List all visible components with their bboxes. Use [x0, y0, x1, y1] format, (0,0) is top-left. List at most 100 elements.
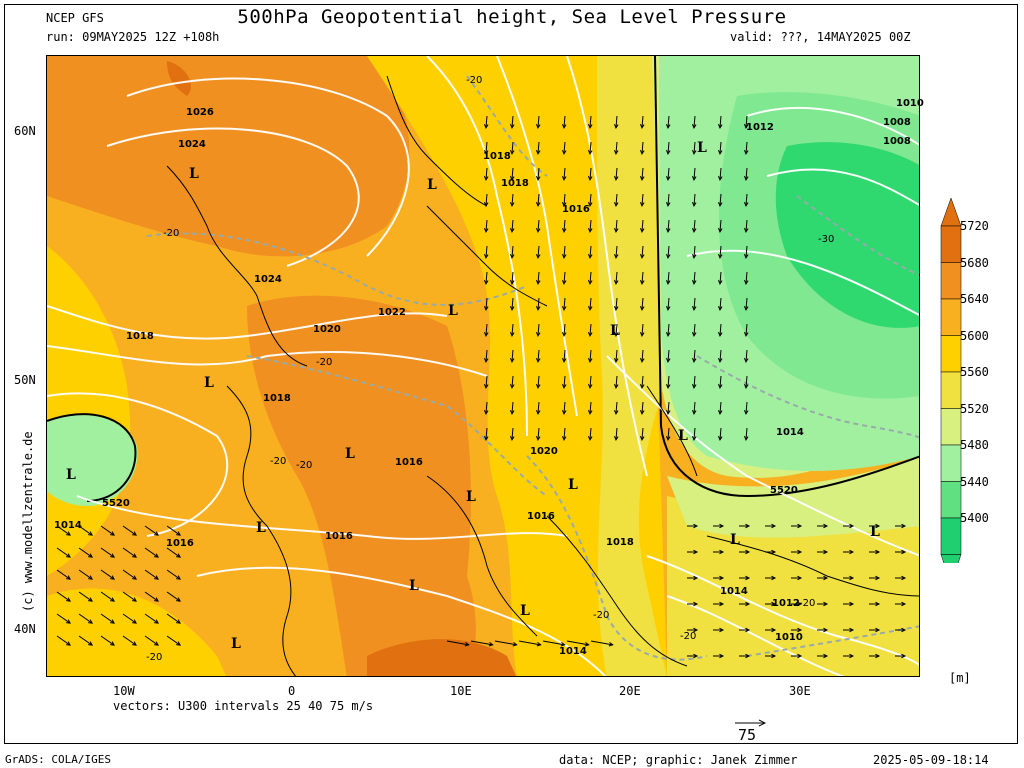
wind-vector [511, 115, 514, 128]
wind-vector [485, 323, 488, 336]
colorbar-swatch [940, 444, 962, 482]
wind-vector [166, 591, 181, 602]
wind-vector [511, 219, 514, 232]
wind-vector-head [693, 653, 699, 659]
wind-vector-head [587, 332, 593, 338]
contour-label: 5520 [102, 498, 130, 509]
wind-vector [511, 297, 514, 310]
wind-vector-head [743, 228, 749, 234]
wind-vector [537, 245, 540, 258]
wind-vector-head [132, 641, 138, 646]
isobar-label: 1012 [772, 598, 800, 609]
wind-vector-head [771, 653, 777, 659]
wind-vector-head [743, 176, 749, 182]
wind-vector-head [483, 332, 489, 338]
wind-vector-head [691, 150, 697, 156]
wind-vector-head [665, 332, 671, 338]
wind-vector-head [587, 176, 593, 182]
low-pressure-marker: L [568, 477, 578, 493]
wind-vector-head [535, 150, 541, 156]
wind-vector [719, 193, 722, 206]
wind-vector-head [488, 642, 494, 647]
wind-vector-head [665, 228, 671, 234]
wind-vector [537, 115, 540, 128]
wind-vector-head [717, 410, 723, 416]
isobar-label: 1008 [883, 136, 911, 147]
low-pressure-marker: L [610, 323, 620, 339]
colorbar-swatch [940, 408, 962, 446]
wind-vector [745, 349, 748, 362]
wind-vector-head [509, 384, 515, 390]
wind-vector [122, 613, 137, 624]
wind-vector-head [771, 575, 777, 581]
wind-vector-head [849, 601, 855, 607]
low-pressure-marker: L [345, 446, 355, 462]
wind-vector-head [639, 228, 645, 234]
wind-vector-head [66, 553, 72, 558]
wind-vector [511, 401, 514, 414]
wind-vector-head [535, 254, 541, 260]
wind-vector [485, 349, 488, 362]
wind-vector-head [901, 627, 907, 633]
isobar-label: 1018 [501, 178, 529, 189]
wind-vector-head [691, 358, 697, 364]
wind-vector [56, 525, 71, 536]
wind-vector-head [901, 601, 907, 607]
wind-vector [589, 375, 592, 388]
wind-vector-head [639, 280, 645, 286]
wind-vector [745, 193, 748, 206]
wind-vector [485, 115, 488, 128]
wind-vector-head [483, 150, 489, 156]
isobar-label: 1018 [263, 393, 291, 404]
wind-vector [122, 547, 137, 558]
wind-vector [144, 525, 159, 536]
wind-vector-head [717, 124, 723, 130]
wind-vector [667, 297, 670, 310]
temperature-label: -20 [146, 652, 163, 663]
wind-vector-head [483, 124, 489, 130]
wind-vector-head [745, 549, 751, 555]
wind-vector-head [717, 150, 723, 156]
wind-vector-head [639, 124, 645, 130]
colorbar-cap-bottom [940, 554, 962, 563]
wind-vector-head [613, 176, 619, 182]
wind-vector-head [509, 228, 515, 234]
wind-vector [485, 427, 488, 440]
wind-vector [56, 635, 71, 646]
wind-vector-head [154, 575, 160, 580]
isobar-label: 1016 [562, 204, 590, 215]
wind-vector [511, 349, 514, 362]
wind-vector-head [823, 575, 829, 581]
low-pressure-marker: L [520, 603, 530, 619]
wind-vector [641, 141, 644, 154]
wind-vector-head [587, 150, 593, 156]
isobar-label: 1010 [896, 98, 924, 109]
wind-vector-head [639, 332, 645, 338]
wind-vector [641, 245, 644, 258]
wind-vector [719, 401, 722, 414]
wind-vector-head [613, 124, 619, 130]
wind-vector [78, 591, 93, 602]
wind-vector-head [110, 597, 116, 602]
wind-vector-head [743, 436, 749, 442]
wind-vector-head [535, 202, 541, 208]
wind-vector [566, 640, 589, 646]
wind-vector-head [483, 358, 489, 364]
timestamp: 2025-05-09-18:14 [873, 753, 989, 767]
wind-vector [615, 323, 618, 336]
wind-vector-head [464, 642, 470, 647]
wind-vector [100, 525, 115, 536]
wind-vector-head [535, 410, 541, 416]
wind-vector-head [536, 642, 542, 647]
wind-vector-head [639, 254, 645, 260]
isobar-label: 1008 [883, 117, 911, 128]
wind-vector-head [509, 410, 515, 416]
wind-vector-head [587, 280, 593, 286]
wind-vector-head [154, 553, 160, 558]
wind-vector [511, 427, 514, 440]
wind-vector [511, 167, 514, 180]
wind-vector [537, 219, 540, 232]
wind-vector-head [613, 384, 619, 390]
temperature-label: -20 [270, 456, 287, 467]
wind-vector-head [110, 531, 116, 536]
